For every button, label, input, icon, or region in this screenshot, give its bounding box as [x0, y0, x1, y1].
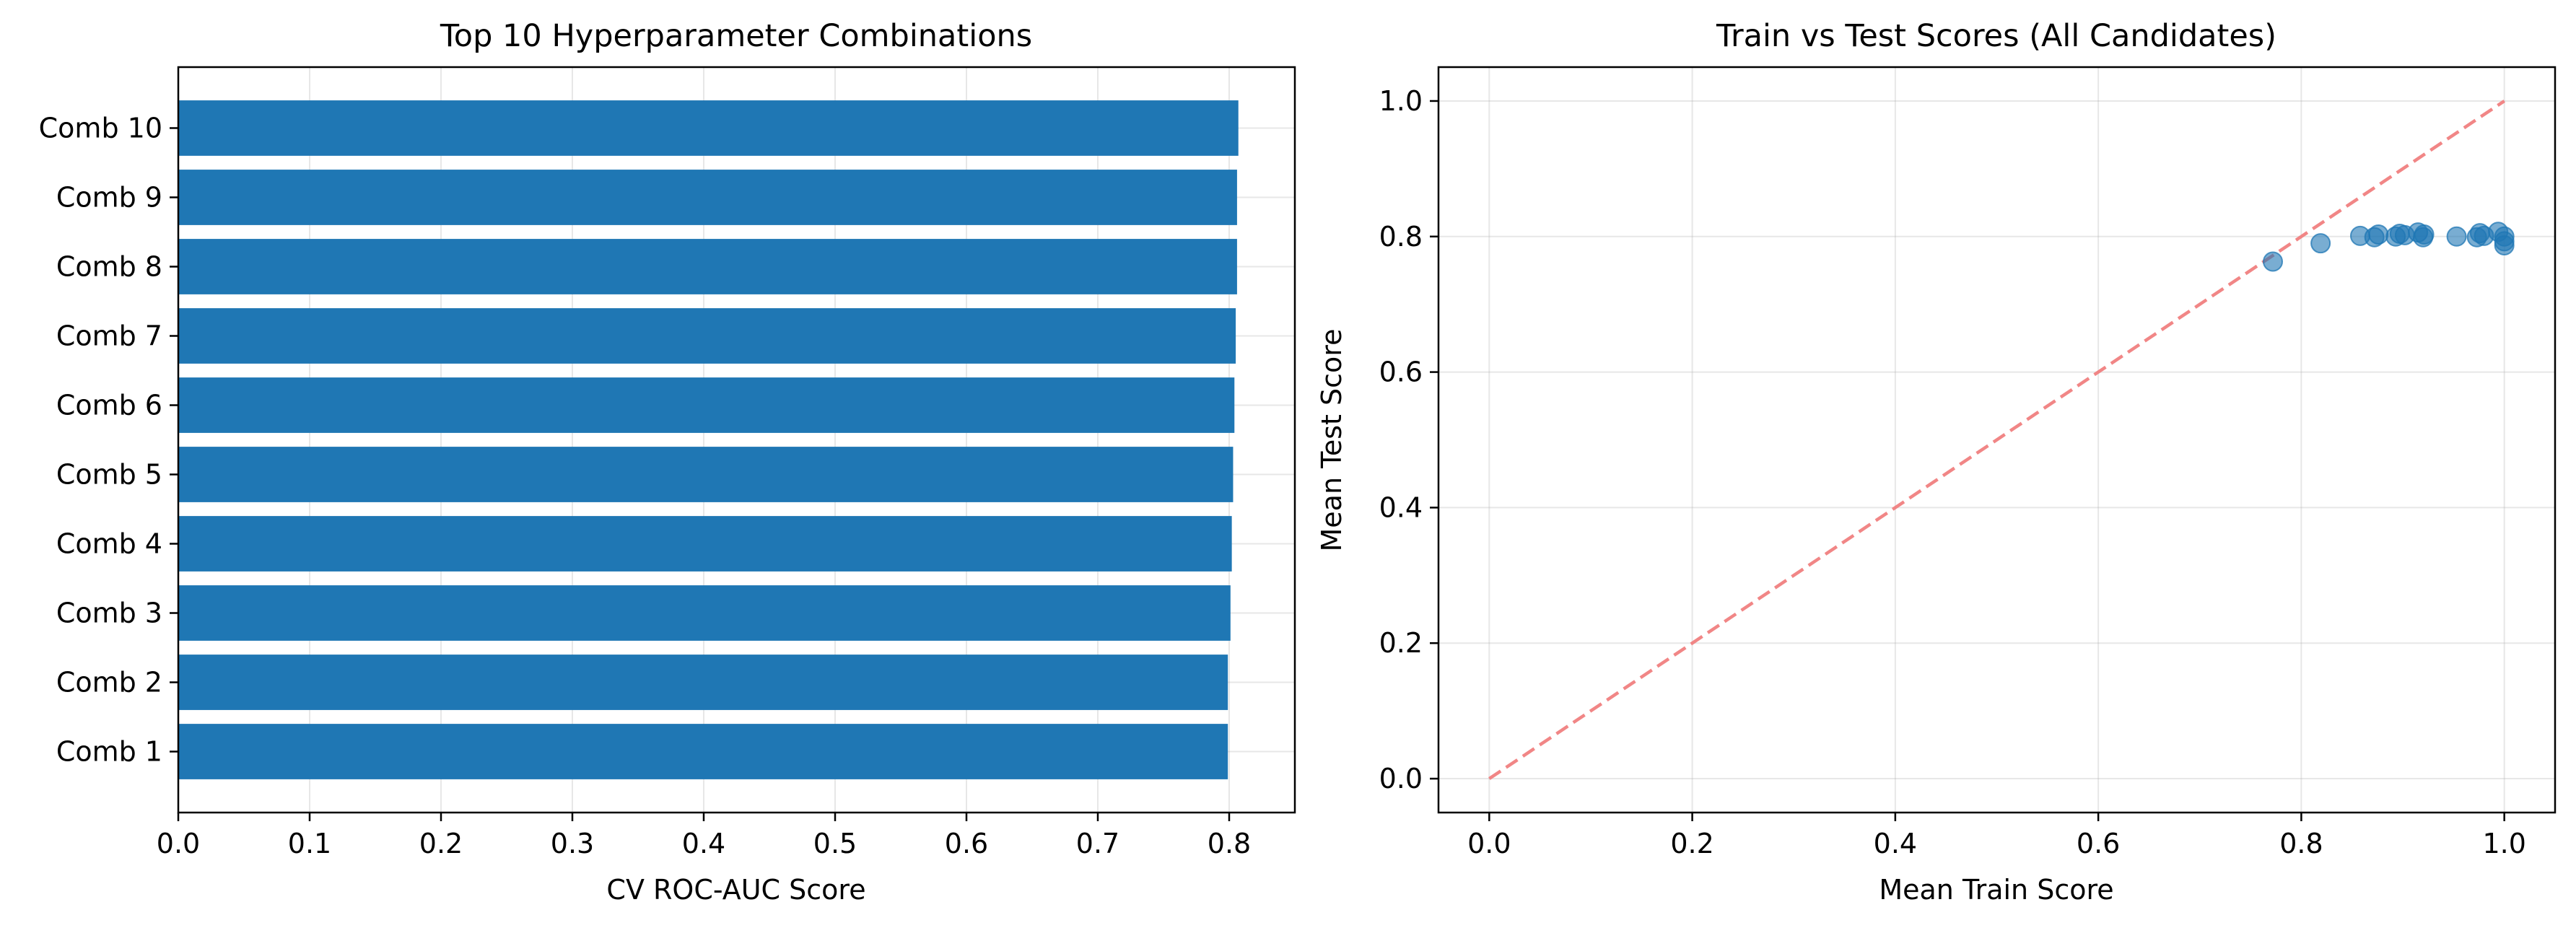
- scatter-chart-y-tick-label: 1.0: [1379, 85, 1423, 117]
- bar-chart-x-tick-label: 0.7: [1076, 828, 1119, 859]
- bar-1: [178, 724, 1228, 779]
- bar-chart-y-tick-label: Comb 6: [56, 389, 162, 421]
- bar-7: [178, 308, 1236, 364]
- bar-chart-title: Top 10 Hyperparameter Combinations: [440, 18, 1032, 54]
- bar-chart-x-tick-label: 0.3: [551, 828, 594, 859]
- bar-chart-x-tick-label: 0.6: [945, 828, 988, 859]
- bar-chart-y-tick-label: Comb 9: [56, 181, 162, 213]
- bar-chart-x-axis-label: CV ROC-AUC Score: [606, 874, 865, 906]
- scatter-point: [2310, 233, 2331, 254]
- bar-chart-frame: [177, 66, 1296, 814]
- scatter-chart-y-tick-label: 0.8: [1379, 221, 1423, 253]
- scatter-chart-y-tick-label: 0.2: [1379, 627, 1423, 659]
- bar-chart-y-tick-label: Comb 1: [56, 736, 162, 768]
- bar-chart-x-tick-label: 0.8: [1208, 828, 1251, 859]
- scatter-chart-y-tick-label: 0.0: [1379, 763, 1423, 795]
- bar-chart-x-tick-label: 0.2: [419, 828, 463, 859]
- bar-chart-y-tick-label: Comb 7: [56, 320, 162, 351]
- bar-chart-y-tick-label: Comb 3: [56, 597, 162, 629]
- scatter-chart-x-axis-label: Mean Train Score: [1879, 874, 2113, 906]
- bar-4: [178, 516, 1232, 572]
- bar-9: [178, 170, 1237, 225]
- bar-chart-y-tick-label: Comb 10: [39, 112, 162, 144]
- bar-chart-x-tick-label: 0.4: [682, 828, 725, 859]
- scatter-chart-x-tick-label: 0.6: [2077, 828, 2120, 859]
- bar-chart-y-tick-label: Comb 2: [56, 667, 162, 699]
- bar-chart-y-tick-label: Comb 4: [56, 528, 162, 560]
- scatter-chart-y-axis-label: Mean Test Score: [1316, 329, 1348, 552]
- scatter-point: [2414, 224, 2435, 245]
- bar-chart-y-tick-label: Comb 5: [56, 459, 162, 491]
- bar-chart: Top 10 Hyperparameter Combinations 0.0 0.…: [39, 18, 1296, 906]
- scatter-chart-title: Train vs Test Scores (All Candidates): [1716, 18, 2276, 54]
- bar-chart-bars: [178, 100, 1239, 779]
- bar-chart-x-ticks: 0.0 0.1 0.2 0.3 0.4 0.5 0.6 0.7 0.8: [157, 813, 1251, 859]
- scatter-point: [2494, 235, 2515, 255]
- bar-chart-x-tick-label: 0.0: [157, 828, 200, 859]
- scatter-chart-frame: [1437, 66, 2557, 814]
- scatter-chart-y-tick-label: 0.4: [1379, 491, 1423, 523]
- scatter-chart-x-ticks: 0.0 0.2 0.4 0.6 0.8 1.0: [1467, 813, 2526, 859]
- scatter-chart-reference-line: [1488, 100, 2505, 780]
- bar-5: [178, 447, 1234, 502]
- bar-chart-y-ticks: Comb 1 Comb 2 Comb 3 Comb 4 Comb 5 Comb 6 Comb…: [39, 112, 178, 768]
- scatter-chart-grid: [1438, 67, 2555, 813]
- scatter-point: [2446, 226, 2467, 247]
- scatter-chart-y-ticks: 0.0 0.2 0.4 0.6 0.8 1.0: [1379, 85, 1438, 795]
- scatter-chart-y-tick-label: 0.6: [1379, 356, 1423, 388]
- scatter-chart: Train vs Test Scores (All Candidates) 0.…: [1316, 18, 2557, 906]
- bar-8: [178, 239, 1237, 294]
- bar-3: [178, 585, 1231, 641]
- scatter-chart-x-tick-label: 0.4: [1874, 828, 1917, 859]
- scatter-chart-x-tick-label: 0.0: [1467, 828, 1511, 859]
- bar-2: [178, 655, 1228, 710]
- scatter-chart-x-tick-label: 0.2: [1670, 828, 1713, 859]
- bar-chart-x-tick-label: 0.1: [288, 828, 331, 859]
- scatter-point: [2263, 251, 2284, 272]
- bar-chart-y-tick-label: Comb 8: [56, 250, 162, 282]
- scatter-chart-x-tick-label: 0.8: [2279, 828, 2323, 859]
- scatter-chart-points: [2263, 222, 2515, 272]
- bar-6: [178, 377, 1235, 433]
- bar-10: [178, 100, 1239, 156]
- scatter-point: [2368, 224, 2389, 245]
- bar-chart-x-tick-label: 0.5: [813, 828, 857, 859]
- scatter-chart-x-tick-label: 1.0: [2482, 828, 2525, 859]
